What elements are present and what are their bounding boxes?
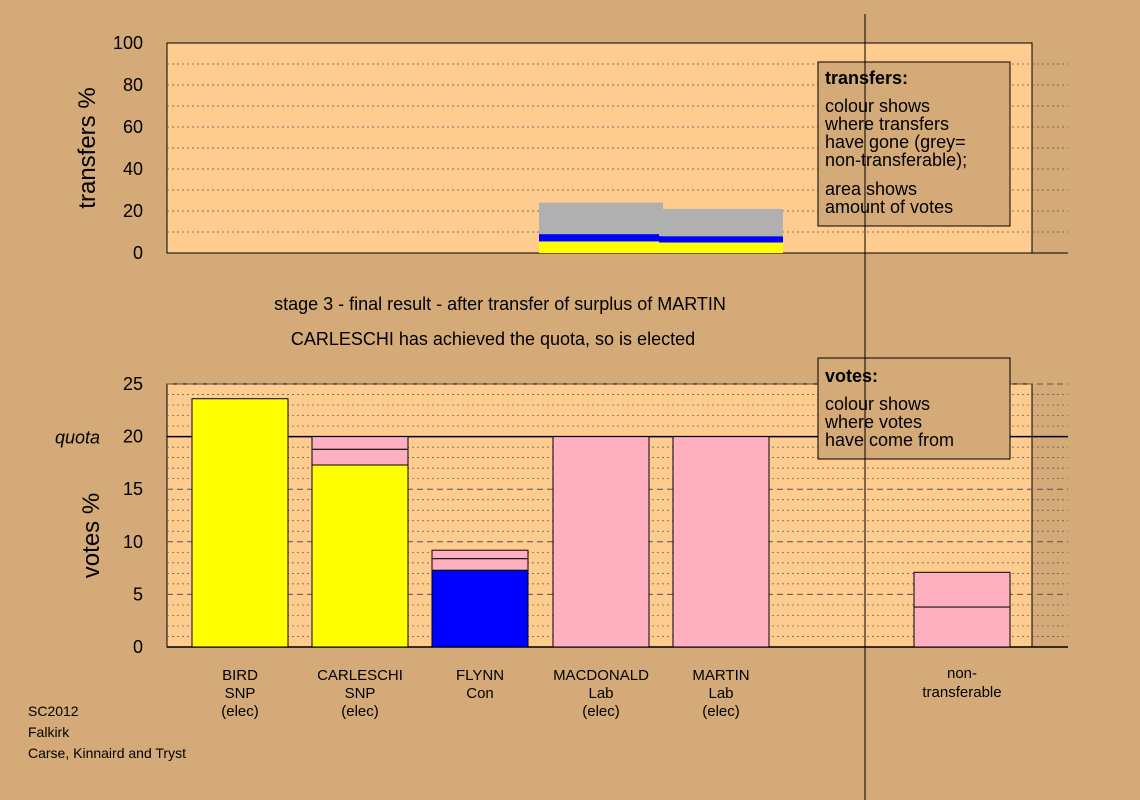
transfers-legend-line: where transfers [824, 114, 949, 134]
votes-y-tick-label: 5 [133, 584, 143, 604]
vote-bar-segment-flynn [431, 549, 529, 560]
quota-label: quota [55, 428, 100, 448]
transfers-legend-line: area shows [825, 179, 917, 199]
vote-bar-segment-carleschi [311, 464, 409, 648]
transfers-legend-line: non-transferable); [825, 150, 967, 170]
transfers-y-tick-label: 20 [123, 201, 143, 221]
candidate-status: (elec) [702, 703, 740, 720]
vote-bar-segment-bird [191, 398, 289, 648]
candidate-status: (elec) [341, 703, 379, 720]
votes-legend-title: votes: [825, 366, 878, 386]
vote-bar-segment-martin [672, 436, 770, 648]
vote-bar-segment-nontransferable [913, 571, 1011, 608]
transfers-y-tick-label: 100 [113, 33, 143, 53]
transfers-y-tick-label: 60 [123, 117, 143, 137]
candidate-name: CARLESCHI [317, 667, 403, 684]
footer-election: SC2012 [28, 703, 79, 719]
transfer-segment-martin-snp [659, 242, 783, 253]
candidate-name: FLYNN [456, 667, 504, 684]
transfers-legend-line: amount of votes [825, 197, 953, 217]
elected-message: CARLESCHI has achieved the quota, so is … [291, 329, 695, 349]
candidate-party: Con [466, 685, 494, 702]
candidate-party: SNP [345, 685, 376, 702]
nontransferable-label: non- [947, 665, 977, 682]
votes-y-tick-label: 15 [123, 479, 143, 499]
votes-y-tick-label: 25 [123, 374, 143, 394]
transfers-y-tick-label: 0 [133, 243, 143, 263]
nontransferable-label: transferable [922, 684, 1001, 701]
vote-bar-segment-nontransferable [913, 606, 1011, 648]
transfer-segment-macdonald-nontransferable [539, 202, 663, 235]
transfers-legend-box [817, 61, 1011, 227]
votes-y-tick-label: 0 [133, 637, 143, 657]
transfer-segment-macdonald-con [539, 234, 663, 242]
candidate-status: (elec) [221, 703, 259, 720]
transfers-legend-line: colour shows [825, 96, 930, 116]
votes-legend-line: where votes [824, 412, 922, 432]
candidate-party: Lab [708, 685, 733, 702]
votes-axis-title: votes % [78, 493, 105, 578]
votes-y-tick-label: 20 [123, 427, 143, 447]
votes-legend-box [817, 357, 1011, 460]
candidate-party: Lab [588, 685, 613, 702]
transfers-legend-line: have gone (grey= [825, 132, 966, 152]
candidate-name: BIRD [222, 667, 258, 684]
stage-description: stage 3 - final result - after transfer … [274, 294, 726, 314]
vote-bar-segment-carleschi [311, 448, 409, 466]
candidate-status: (elec) [582, 703, 620, 720]
transfers-axis-title: transfers % [74, 87, 101, 208]
vote-bar-segment-carleschi [311, 436, 409, 450]
transfer-segment-macdonald-snp [539, 241, 663, 253]
transfer-segment-martin-con [659, 236, 783, 243]
footer-ward: Carse, Kinnaird and Tryst [28, 745, 186, 761]
candidate-name: MACDONALD [553, 667, 649, 684]
votes-y-tick-label: 10 [123, 532, 143, 552]
transfers-y-tick-label: 40 [123, 159, 143, 179]
transfers-legend-title: transfers: [825, 68, 908, 88]
vote-bar-segment-flynn [431, 558, 529, 571]
candidate-party: SNP [225, 685, 256, 702]
candidate-name: MARTIN [692, 667, 749, 684]
transfer-segment-martin-nontransferable [659, 208, 783, 237]
footer-council: Falkirk [28, 724, 70, 740]
votes-legend-line: have come from [825, 430, 954, 450]
vote-bar-segment-macdonald [552, 436, 650, 648]
transfers-y-tick-label: 80 [123, 75, 143, 95]
vote-bar-segment-flynn [431, 569, 529, 648]
votes-legend-line: colour shows [825, 394, 930, 414]
